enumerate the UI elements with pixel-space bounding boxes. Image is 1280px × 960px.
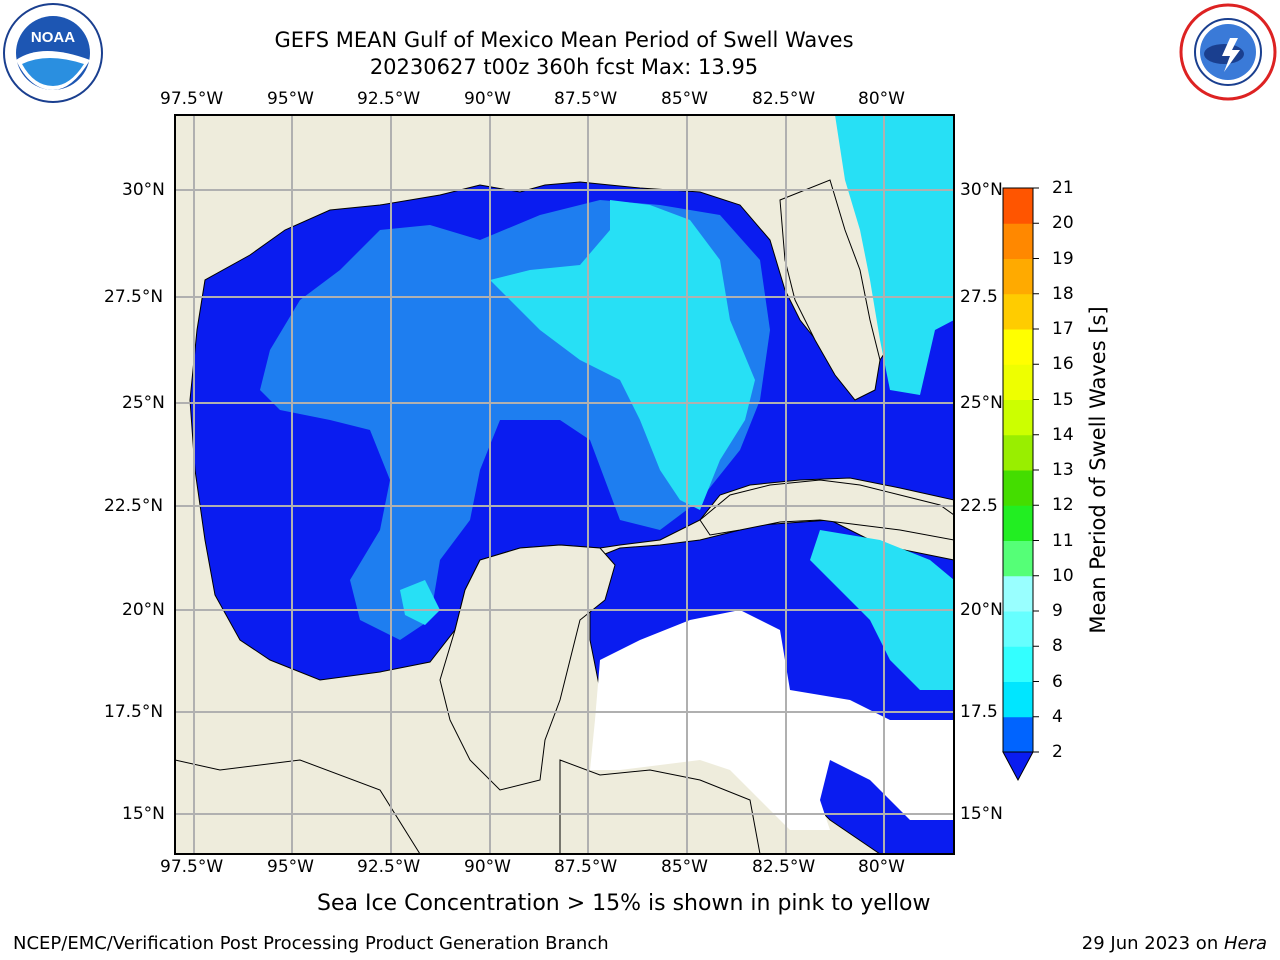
lon-label-bottom: 92.5°W	[357, 857, 421, 877]
colorbar-tick-label: 19	[1052, 248, 1074, 269]
colorbar-band	[1003, 470, 1033, 506]
atlantic-water	[835, 115, 954, 395]
colorbar-band	[1003, 188, 1033, 224]
central-america-land	[175, 759, 761, 854]
colorbar-band	[1003, 223, 1033, 259]
footer-right: 29 Jun 2023 on Hera	[1082, 933, 1267, 954]
colorbar-tick-label: 13	[1052, 460, 1074, 480]
colorbar-band	[1003, 716, 1033, 753]
lon-label-top: 80°W	[858, 89, 905, 109]
lon-label-bottom: 80°W	[858, 857, 905, 877]
lat-label-right: 25°N	[960, 393, 1003, 413]
lon-label-bottom: 90°W	[464, 857, 511, 877]
colorbar-band	[1003, 505, 1033, 541]
colorbar-band	[1003, 258, 1033, 295]
colorbar-tick-label: 18	[1052, 283, 1074, 304]
lat-label-right: 22.5	[960, 496, 998, 516]
florida-land	[779, 179, 881, 401]
lon-label-top: 95°W	[267, 89, 314, 109]
noaa-logo: NOAA	[3, 3, 103, 103]
chart-title: GEFS MEAN Gulf of Mexico Mean Period of …	[274, 28, 854, 52]
footer-left: NCEP/EMC/Verification Post Processing Pr…	[13, 933, 609, 954]
lon-label-bottom: 82.5°W	[752, 857, 816, 877]
lon-label-top: 87.5°W	[554, 89, 618, 109]
colorbar-band	[1003, 575, 1033, 612]
lon-label-bottom: 95°W	[267, 857, 314, 877]
colorbar-tick-label: 21	[1052, 178, 1074, 198]
cuba-land	[699, 479, 954, 541]
colorbar-tick-label: 6	[1052, 671, 1063, 692]
colorbar-tick-label: 17	[1052, 319, 1074, 339]
colorbar-tick-label: 14	[1052, 424, 1074, 445]
colorbar-band	[1003, 646, 1033, 682]
map-frame	[174, 114, 955, 855]
lon-label-bottom: 85°W	[661, 857, 708, 877]
colorbar-tick-label: 15	[1052, 389, 1074, 410]
colorbar-band	[1003, 681, 1033, 718]
colorbar-band	[1003, 329, 1033, 365]
colorbar-band	[1003, 293, 1033, 330]
colorbar-tick-label: 2	[1052, 742, 1063, 762]
colorbar-band	[1003, 434, 1033, 471]
noaa-logo-text: NOAA	[31, 29, 75, 46]
lat-label-right: 30°N	[960, 180, 1003, 200]
lon-label-bottom: 87.5°W	[554, 857, 618, 877]
colorbar-band	[1003, 364, 1033, 400]
footer-date: 29 Jun 2023 on	[1081, 933, 1224, 954]
colorbar-tick-labels: 21 20 19 18 17 16 15 14 13 12 11 10 9 8 6 4 2	[1052, 178, 1092, 780]
colorbar-tick-label: 20	[1052, 213, 1074, 234]
chart-subtitle: 20230627 t00z 360h fcst Max: 13.95	[369, 55, 759, 79]
colorbar-tick-label: 9	[1052, 601, 1063, 621]
colorbar-label: Mean Period of Swell Waves [s]	[1086, 306, 1110, 634]
lon-label-top: 85°W	[661, 89, 708, 109]
lat-label-right: 15°N	[960, 804, 1003, 824]
lat-label-right: 20°N	[960, 600, 1003, 620]
lon-label-top: 97.5°W	[160, 89, 224, 109]
footer-host: Hera	[1223, 933, 1267, 954]
lat-label-left: 20°N	[122, 600, 165, 620]
colorbar-extend-triangle	[1002, 751, 1034, 782]
lon-label-top: 92.5°W	[357, 89, 421, 109]
lat-label-left: 25°N	[122, 393, 165, 413]
colorbar-tick-label: 10	[1052, 565, 1074, 586]
colorbar-tick-label: 11	[1052, 530, 1074, 551]
map-gridlines	[175, 115, 954, 854]
lat-label-right: 27.5	[960, 287, 998, 307]
lat-label-right: 17.5	[960, 702, 998, 722]
colorbar-band	[1003, 540, 1033, 577]
lat-label-left: 27.5°N	[104, 287, 164, 307]
lon-label-top: 82.5°W	[752, 89, 816, 109]
swell-zone-cyan-spot	[400, 580, 440, 625]
lat-label-left: 17.5°N	[104, 702, 164, 722]
lon-label-bottom: 97.5°W	[160, 857, 224, 877]
colorbar	[1002, 187, 1039, 782]
colorbar-band	[1003, 399, 1033, 436]
sea-ice-note: Sea Ice Concentration > 15% is shown in …	[317, 891, 931, 916]
yucatan-land	[439, 544, 616, 791]
colorbar-tick-label: 8	[1052, 636, 1063, 657]
no-data-region	[590, 610, 954, 830]
swell-zone-cyan	[490, 200, 755, 510]
lon-label-top: 90°W	[464, 89, 511, 109]
lat-label-left: 15°N	[122, 804, 165, 824]
lat-label-left: 30°N	[122, 180, 165, 200]
colorbar-tick-label: 12	[1052, 495, 1074, 516]
nws-logo	[1179, 3, 1277, 101]
colorbar-tick-label: 16	[1052, 354, 1074, 375]
colorbar-tick-label: 4	[1052, 706, 1063, 727]
lat-label-left: 22.5°N	[104, 496, 164, 516]
colorbar-band	[1003, 611, 1033, 647]
